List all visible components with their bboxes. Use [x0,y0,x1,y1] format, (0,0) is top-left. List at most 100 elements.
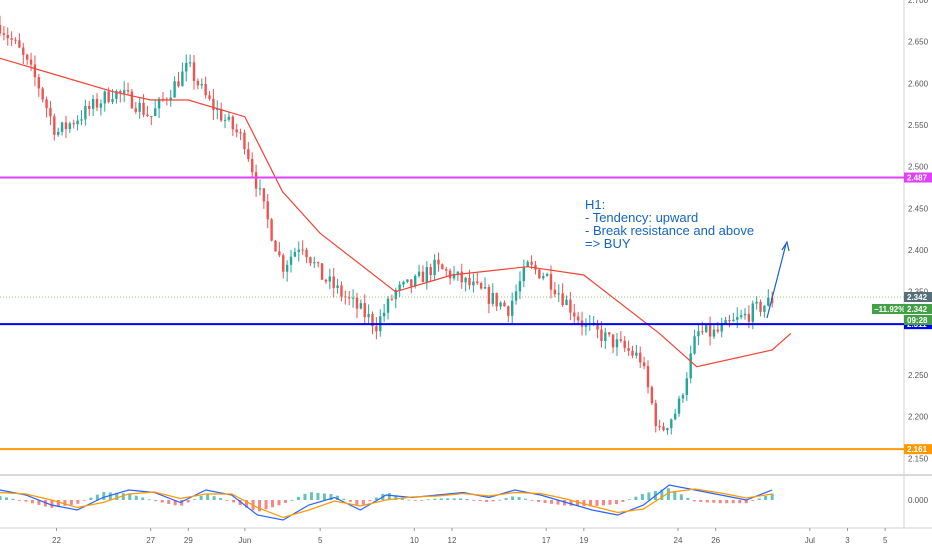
macd-histogram-bar [284,500,288,503]
candle-body [549,273,553,290]
candle-body [767,297,770,306]
macd-line [0,488,773,519]
countdown-tag [904,315,932,325]
macd-histogram-bar [264,500,268,510]
candle-body [57,131,60,135]
macd-histogram-bar [167,500,171,504]
macd-histogram-bar [0,496,2,500]
x-tick-label: 17 [542,536,551,545]
y-tick-label: 2.250 [908,371,929,380]
macd-histogram-bar [614,500,618,505]
macd-histogram-bar [764,496,768,500]
macd-histogram-bar [17,500,21,501]
arrow-up-icon[interactable] [766,243,787,319]
macd-histogram-bar [621,500,625,502]
candle-body [274,240,277,252]
y-tick-label: 2.550 [908,121,929,130]
candle-body [526,261,529,267]
macd-histogram-bar [420,499,424,501]
macd-histogram-bar [472,500,476,501]
candle-body [72,123,75,125]
candle-body [351,297,355,299]
macd-histogram-bar [524,498,528,500]
trade-annotation[interactable]: H1: - Tendency: upward - Break resistanc… [585,197,790,319]
candle-body [37,77,41,89]
macd-histogram-bar [563,500,567,506]
macd-histogram-bar [543,500,547,503]
macd-histogram-bar [348,500,352,502]
x-tick-label: Jun [238,536,251,545]
candle-body [759,301,762,312]
macd-histogram-bar [50,500,54,508]
macd-histogram-bar [459,498,463,500]
candle-body [437,259,440,265]
time-axis[interactable]: 22 27 29 Jun 5 10 12 17 19 24 26 Jul 3 5 [52,528,888,545]
candle-body [712,329,716,337]
candle-body [685,378,689,396]
candle-body [542,276,545,279]
candle-body [693,336,696,354]
macd-histogram-bar [576,500,580,506]
candle-body [468,277,471,286]
candle-body [154,108,157,116]
candle-body [460,271,463,283]
candle-body [375,326,378,332]
candle-body [49,108,52,117]
y-tick-label: 2.650 [908,38,929,47]
candle-body [371,313,374,327]
macd-histogram-bar [387,493,391,500]
candle-body [615,339,619,348]
price-tag-current-label: 2.342 [907,305,928,314]
candle-body [611,334,615,348]
macd-histogram-bar [705,500,709,503]
x-tick-label: 22 [52,536,61,545]
candle-body [68,123,72,129]
candle-body [91,98,95,109]
candle-body [134,108,138,112]
candle-body [565,299,568,305]
macd-histogram-bar [24,500,28,502]
candle-body [270,219,273,241]
macd-histogram-bar [595,500,599,506]
candle-body [658,426,661,428]
candle-body [646,366,650,388]
candle-body [635,352,638,356]
macd-histogram-bar [173,500,177,506]
macd-histogram-bar [660,489,664,500]
candle-body [561,293,564,305]
x-tick-label: 24 [674,536,683,545]
candle-body [662,426,665,431]
y-tick-label: 2.150 [908,454,929,463]
candle-body [720,324,723,332]
macd-zero-label: 0.000 [908,496,929,505]
macd-histogram-bar [108,492,112,500]
macd-histogram-bar [757,498,761,500]
candle-body [29,59,33,65]
candle-body [417,271,421,276]
macd-histogram-bar [400,497,404,500]
candle-body [336,285,339,289]
candle-body [126,90,130,92]
macd-histogram-bar [4,497,8,500]
candle-body [297,249,300,252]
candle-body [76,120,79,125]
macd-histogram-bar [63,500,67,506]
candle-body [666,428,669,431]
candle-body [173,81,176,98]
candle-body [770,297,774,304]
candle-body [557,293,560,295]
macd-histogram-bar [355,500,359,505]
candle-body [192,62,196,81]
macd-histogram-bar [770,493,774,500]
candle-body [487,287,491,304]
macd-histogram-bar [329,494,333,500]
level-tag-label: 2.487 [907,174,928,183]
candle-body [445,269,448,271]
price-axis[interactable]: 2.7002.6502.6002.5502.5002.4502.4002.350… [908,0,929,463]
macd-histogram-bar [134,495,138,500]
macd-histogram-bar [498,499,502,501]
y-tick-label: 2.500 [908,163,929,172]
candle-body [0,25,2,34]
